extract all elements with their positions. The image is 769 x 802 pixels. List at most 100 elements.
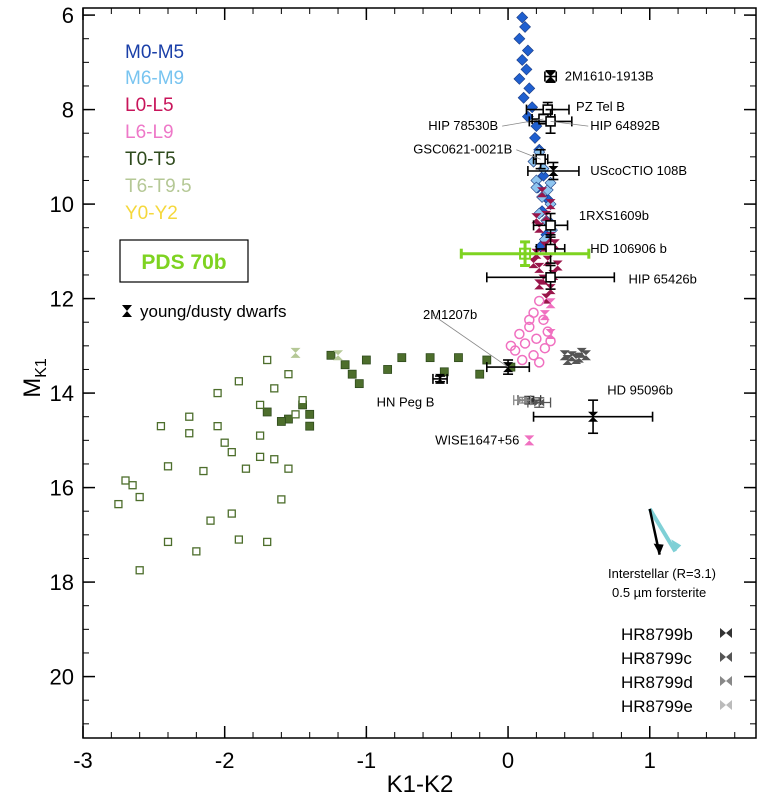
data-point — [545, 329, 556, 340]
young-dusty-legend-label: young/dusty dwarfs — [140, 302, 286, 321]
data-point — [566, 351, 577, 362]
data-point — [213, 422, 222, 431]
young-dusty-legend-icon — [122, 305, 132, 317]
data-point — [533, 295, 545, 307]
y-tick-label: 10 — [50, 192, 74, 217]
data-point — [524, 321, 535, 333]
data-point — [220, 438, 229, 447]
leader-line — [516, 149, 541, 160]
data-point — [241, 464, 251, 473]
object-1rxs1609b: 1RXS1609b — [532, 208, 649, 238]
pds70b-marker — [519, 247, 532, 260]
object-marker — [545, 243, 556, 255]
hr8799b-legend-label: HR8799b — [621, 625, 693, 644]
data-point — [519, 338, 531, 349]
data-layer — [114, 11, 591, 575]
data-point — [505, 340, 517, 352]
series-t0-t5 — [262, 350, 516, 431]
data-point — [454, 353, 463, 363]
y-tick-label: 16 — [50, 476, 74, 501]
data-point — [513, 72, 526, 85]
hr8799c-legend-icon — [720, 652, 732, 662]
series-l6-l9-young — [539, 298, 556, 340]
data-point — [513, 32, 526, 45]
data-point — [234, 535, 244, 544]
data-point — [263, 355, 272, 365]
object-marker — [503, 362, 514, 373]
data-point — [199, 466, 208, 476]
object-2m1207b: 2M1207b — [423, 307, 531, 375]
data-point — [531, 333, 542, 344]
data-point — [537, 187, 548, 198]
series-hr8799 — [559, 347, 591, 366]
data-point — [185, 429, 194, 438]
data-point — [539, 342, 551, 354]
y-axis-title-main: M — [19, 378, 46, 398]
data-point — [519, 20, 531, 33]
data-point — [361, 355, 371, 365]
data-point — [262, 407, 272, 417]
x-tick-label: 0 — [502, 748, 514, 773]
y-tick-label: 18 — [50, 570, 74, 595]
object-label: 2M1610-1913B — [565, 69, 654, 84]
object-marker — [545, 71, 556, 82]
data-point — [135, 492, 144, 502]
data-point — [475, 369, 485, 379]
annotation-layer: 2M1610-1913B PZ Tel B HIP 78530B HIP 64892B… — [377, 69, 716, 600]
svg-text:MK1: MK1 — [19, 358, 50, 398]
data-point — [270, 455, 279, 464]
data-point — [340, 360, 350, 370]
object-hd-106906-b: HD 106906 b — [535, 233, 667, 264]
data-point — [533, 357, 545, 368]
data-point — [534, 262, 545, 273]
legend-t6-t95: T6-T9.5 — [125, 176, 192, 197]
y-tick-label: 6 — [62, 3, 74, 28]
data-point — [290, 347, 301, 358]
data-point — [255, 452, 265, 462]
data-point — [514, 328, 525, 340]
data-point — [521, 44, 534, 57]
extinction-vectors: Interstellar (R=3.1) 0.5 µm forsterite — [608, 507, 716, 600]
data-point — [397, 353, 407, 363]
object-label: WISE1647+56 — [435, 432, 519, 447]
leader-line — [550, 121, 589, 127]
data-point — [263, 537, 272, 547]
data-point — [544, 176, 557, 189]
object-label: HD 106906 b — [590, 241, 667, 256]
object-label: GSC0621-0021B — [413, 142, 512, 157]
object-label: UScoCTIO 108B — [590, 163, 687, 178]
data-point — [213, 388, 222, 398]
pds70b-legend-label: PDS 70b — [141, 251, 226, 274]
object-label: PZ Tel B — [576, 99, 625, 114]
data-point — [206, 516, 215, 525]
y-axis-title-sub: K1 — [33, 358, 50, 378]
legend-l6-l9: L6-L9 — [125, 122, 174, 143]
x-tick-label: 1 — [644, 748, 656, 773]
object-gsc0621-0021b: GSC0621-0021B — [413, 142, 549, 170]
object-label: 1RXS1609b — [579, 208, 649, 223]
object-uscoctio-108b: UScoCTIO 108B — [527, 161, 687, 181]
data-point — [526, 101, 539, 114]
data-point — [277, 495, 286, 504]
series-l6-l9 — [505, 295, 556, 368]
object-label: HN Peg B — [377, 395, 435, 410]
object-hd-95096b: HD 95096b — [532, 383, 673, 435]
data-point — [537, 169, 550, 182]
data-point — [354, 379, 364, 389]
data-point — [517, 91, 530, 104]
pds70b-point — [459, 240, 591, 268]
hr8799-marker — [517, 396, 528, 405]
hr8799-point — [513, 395, 532, 406]
data-point — [425, 353, 435, 363]
y-tick-label: 14 — [50, 381, 74, 406]
data-point — [545, 199, 556, 210]
object-marker — [545, 272, 556, 283]
hr8799-legend: HR8799b HR8799c HR8799d HR8799e — [621, 625, 732, 716]
hr8799b-legend-icon — [720, 628, 732, 638]
data-point — [135, 566, 144, 575]
forsterite-label: 0.5 µm forsterite — [612, 585, 706, 600]
object-wise1647-56: WISE1647+56 — [435, 432, 535, 447]
y-tick-label: 12 — [50, 287, 74, 312]
